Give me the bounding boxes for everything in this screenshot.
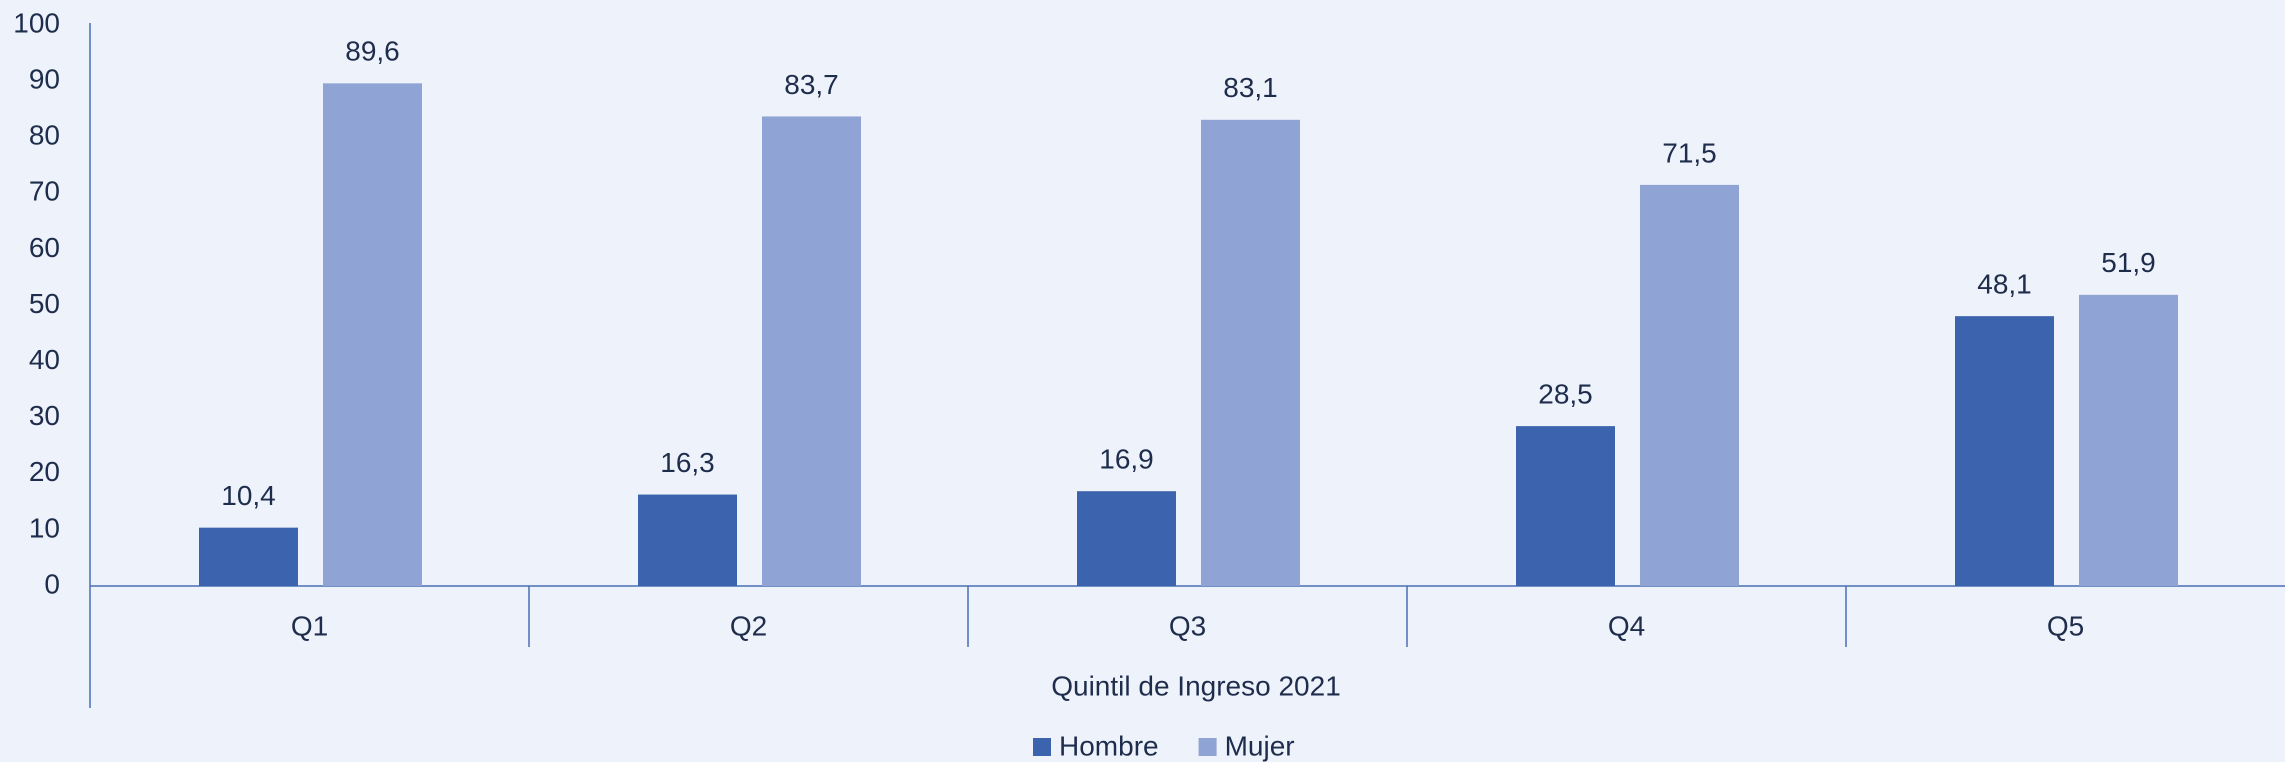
bar <box>2079 294 2178 586</box>
y-tick-label: 90 <box>29 63 60 94</box>
data-label: 28,5 <box>1538 379 1593 410</box>
y-tick-label: 50 <box>29 288 60 319</box>
bar <box>1955 316 2054 586</box>
y-tick-label: 20 <box>29 456 60 487</box>
data-label: 16,9 <box>1099 444 1154 475</box>
y-tick-label: 60 <box>29 232 60 263</box>
bar <box>1640 184 1739 586</box>
x-tick-label: Q1 <box>291 610 328 641</box>
y-tick-label: 70 <box>29 176 60 207</box>
x-tick-label: Q3 <box>1169 610 1206 641</box>
x-tick-label: Q5 <box>2047 610 2084 641</box>
y-tick-label: 30 <box>29 400 60 431</box>
bar <box>1201 119 1300 587</box>
bar <box>199 527 298 586</box>
legend-swatch <box>1198 738 1217 756</box>
data-label: 16,3 <box>660 447 715 478</box>
x-tick-label: Q2 <box>730 610 767 641</box>
y-tick-label: 100 <box>13 7 60 38</box>
legend-label: Hombre <box>1059 730 1159 761</box>
x-axis-title: Quintil de Ingreso 2021 <box>1051 670 1341 701</box>
data-label: 51,9 <box>2101 247 2156 278</box>
x-tick-label: Q4 <box>1608 610 1645 641</box>
bar <box>762 116 861 587</box>
bar <box>638 494 737 586</box>
data-label: 83,7 <box>784 69 839 100</box>
y-tick-label: 40 <box>29 344 60 375</box>
data-label: 10,4 <box>221 480 276 511</box>
data-label: 71,5 <box>1662 137 1717 168</box>
bar <box>1516 426 1615 586</box>
y-tick-label: 10 <box>29 512 60 543</box>
y-tick-label: 80 <box>29 120 60 151</box>
data-label: 48,1 <box>1977 269 2032 300</box>
data-label: 83,1 <box>1223 72 1278 103</box>
bar <box>323 83 422 587</box>
y-tick-label: 0 <box>44 568 60 599</box>
legend-label: Mujer <box>1225 730 1295 761</box>
bar <box>1077 491 1176 586</box>
data-label: 89,6 <box>345 36 400 67</box>
legend-swatch <box>1033 738 1051 756</box>
